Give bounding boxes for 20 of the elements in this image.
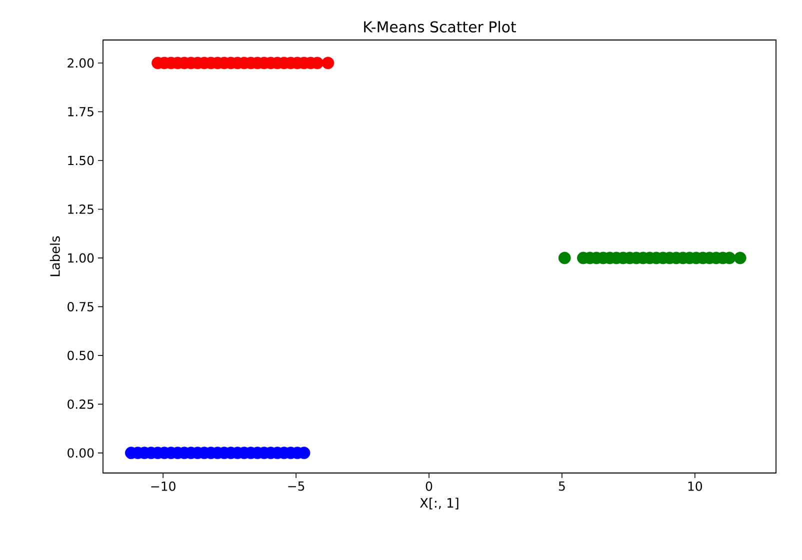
y-tick-label: 0.50 (68, 350, 94, 360)
x-tick-label: 5 (558, 482, 565, 491)
point (322, 56, 334, 70)
x-tick-label: −10 (151, 482, 176, 491)
y-tick-label: 0.25 (68, 399, 94, 409)
y-tick-label: 1.25 (68, 204, 94, 214)
y-axis-title: Labels (50, 236, 60, 276)
y-tick-label: 2.00 (68, 58, 94, 68)
y-tick-label: 0.75 (68, 302, 94, 312)
x-axis-title: X[:, 1] (420, 498, 458, 510)
x-tick-label: 10 (688, 482, 702, 491)
point (734, 252, 746, 264)
x-tick-label: −5 (288, 482, 304, 491)
y-tick-label: 1.50 (68, 156, 94, 166)
y-tick-label: 0.00 (68, 448, 94, 458)
chart-title: K-Means Scatter Plot (364, 20, 516, 33)
point (558, 252, 571, 264)
x-tick-label: 0 (426, 482, 432, 491)
y-tick-label: 1.75 (68, 107, 94, 116)
y-tick-label: 1.00 (68, 253, 94, 263)
